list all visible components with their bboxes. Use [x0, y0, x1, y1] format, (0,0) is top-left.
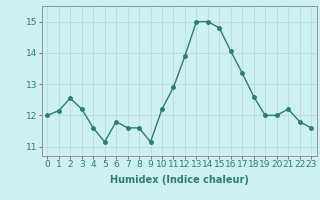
X-axis label: Humidex (Indice chaleur): Humidex (Indice chaleur): [110, 175, 249, 185]
